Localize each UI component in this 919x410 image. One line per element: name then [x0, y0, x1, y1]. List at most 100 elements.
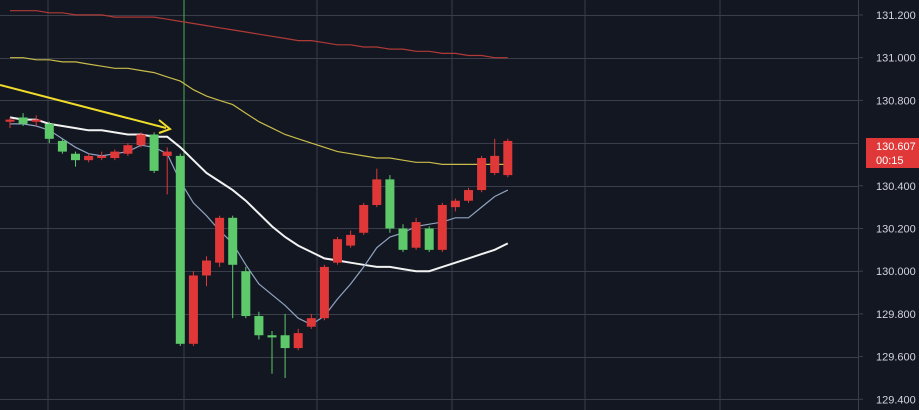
candle[interactable] [136, 132, 146, 148]
candle-body [84, 155, 94, 161]
candle[interactable] [228, 215, 238, 319]
moving-averages [9, 10, 509, 326]
candle-body [424, 228, 434, 250]
axis-panel [858, 0, 919, 410]
candle-body [5, 119, 15, 122]
candle[interactable] [44, 121, 54, 144]
candle-body [346, 234, 356, 246]
candle[interactable] [267, 330, 277, 374]
candle[interactable] [149, 132, 159, 173]
candle-body [477, 158, 487, 191]
candle-body [267, 335, 277, 338]
candle[interactable] [202, 256, 211, 287]
candle-body [97, 155, 107, 159]
axis-tick-label: 129.400 [876, 394, 916, 406]
candle-body [110, 151, 120, 159]
candle-body [464, 190, 473, 201]
candle-body [254, 316, 264, 336]
ma-red-line [10, 10, 508, 59]
candle-body [123, 145, 133, 154]
candle-body [136, 134, 146, 146]
candles[interactable] [5, 113, 513, 378]
candle[interactable] [333, 237, 342, 265]
candle-body [202, 260, 211, 276]
candle-body [31, 119, 41, 122]
ma-yellow-line [10, 57, 508, 165]
candle-body [175, 155, 185, 344]
candle[interactable] [97, 151, 107, 161]
countdown-timer: 00:15 [876, 155, 904, 167]
candle[interactable] [84, 153, 94, 163]
candle[interactable] [398, 224, 408, 252]
candle[interactable] [123, 143, 133, 156]
axis-tick-label: 130.800 [876, 95, 916, 107]
candle-body [503, 140, 513, 176]
ma-white-line [9, 116, 509, 273]
candle-body [280, 335, 290, 349]
axis-tick-label: 131.000 [876, 53, 916, 65]
candle-body [306, 318, 316, 327]
candle-body [411, 222, 421, 248]
axis-tick-label: 130.200 [876, 223, 916, 235]
candle[interactable] [411, 217, 421, 250]
candle[interactable] [5, 117, 15, 129]
candle-body [162, 151, 172, 156]
candle[interactable] [280, 313, 290, 378]
candle-body [241, 271, 251, 317]
candle[interactable] [437, 202, 447, 252]
candle[interactable] [359, 202, 369, 235]
candle[interactable] [188, 271, 198, 346]
candle-body [359, 205, 369, 233]
candle-body [437, 205, 447, 250]
candle[interactable] [162, 147, 172, 195]
candle[interactable] [450, 198, 460, 212]
candle-body [228, 217, 238, 265]
candle[interactable] [110, 149, 120, 161]
ma-blue-line [10, 123, 509, 326]
price-axis: 131.200 131.000 130.800 130.400 130.200 130.0… [858, 0, 919, 410]
candle-body [215, 217, 225, 263]
candle-body [57, 140, 67, 152]
candle[interactable] [503, 138, 513, 178]
candle[interactable] [306, 313, 316, 329]
candle[interactable] [71, 151, 80, 167]
candle[interactable] [477, 155, 487, 193]
candle-body [333, 239, 342, 263]
candle[interactable] [31, 115, 41, 126]
candle[interactable] [215, 215, 225, 267]
candle[interactable] [424, 226, 434, 252]
candle-body [188, 275, 198, 344]
candle-body [490, 155, 500, 173]
candle[interactable] [57, 138, 67, 154]
candle[interactable] [254, 311, 264, 340]
candle[interactable] [293, 328, 303, 351]
trend-arrow [0, 84, 172, 134]
current-price-label: 130.607 [876, 141, 916, 153]
candle[interactable] [346, 230, 356, 248]
candle[interactable] [385, 175, 395, 233]
candle-body [293, 333, 303, 349]
candle-body [149, 134, 159, 171]
candle-body [71, 153, 80, 161]
candle-body [372, 179, 382, 205]
candle[interactable] [319, 264, 329, 321]
axis-tick-label: 129.800 [876, 309, 916, 321]
axis-tick-label: 131.200 [876, 10, 916, 22]
candle[interactable] [241, 266, 251, 319]
axis-tick-label: 130.400 [876, 181, 916, 193]
candle-body [319, 266, 329, 319]
candle-body [398, 228, 408, 250]
candle[interactable] [175, 153, 185, 346]
candle[interactable] [464, 187, 473, 203]
candle[interactable] [490, 138, 500, 176]
current-price-tag: 130.607 00:15 [866, 138, 919, 168]
candle[interactable] [18, 113, 28, 126]
candle-body [385, 179, 395, 229]
axis-tick-label: 130.000 [876, 266, 916, 278]
axis-tick-label: 129.600 [876, 352, 916, 364]
candle-body [450, 200, 460, 208]
candle[interactable] [372, 168, 382, 208]
candle-body [44, 123, 54, 139]
